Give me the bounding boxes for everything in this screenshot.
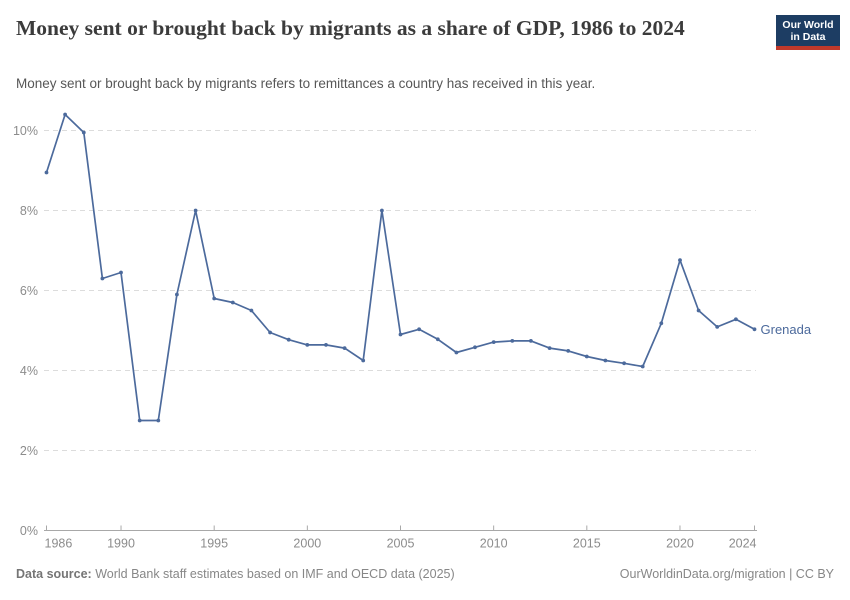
x-tick-label: 1990 <box>107 537 135 551</box>
data-point <box>342 346 347 350</box>
data-point <box>324 343 328 347</box>
data-point <box>547 346 552 350</box>
data-point <box>417 327 421 332</box>
data-point <box>175 292 179 297</box>
owid-logo-line2: in Data <box>790 30 826 43</box>
data-point <box>584 354 589 359</box>
y-tick-label: 8% <box>20 204 38 218</box>
data-point <box>119 270 123 275</box>
owid-logo[interactable]: Our World in Data <box>776 15 840 50</box>
chart-subtitle: Money sent or brought back by migrants r… <box>16 76 596 91</box>
data-source-note: Data source: World Bank staff estimates … <box>16 567 455 581</box>
data-point <box>230 300 235 305</box>
data-point <box>249 308 254 313</box>
data-point <box>398 332 403 337</box>
data-point <box>286 337 291 342</box>
data-point <box>696 308 701 313</box>
data-point <box>659 321 664 326</box>
data-point <box>622 361 626 366</box>
data-point <box>193 208 198 213</box>
data-point <box>715 325 720 329</box>
y-tick-label: 4% <box>20 364 38 378</box>
x-tick-label: 1986 <box>45 537 73 551</box>
x-tick-label: 2010 <box>480 537 508 551</box>
owid-logo-line1: Our World <box>782 18 834 31</box>
y-tick-label: 10% <box>13 124 38 138</box>
data-point <box>268 330 272 335</box>
data-point <box>156 418 161 423</box>
data-point <box>63 112 67 117</box>
data-source-label: Data source: <box>16 567 92 581</box>
data-point <box>752 327 757 332</box>
data-point <box>361 358 366 363</box>
data-point <box>734 317 738 322</box>
data-point <box>81 130 86 135</box>
data-point <box>44 170 49 175</box>
x-tick-label: 2024 <box>729 537 757 551</box>
data-point <box>640 364 645 369</box>
data-point <box>454 350 459 355</box>
data-point <box>212 296 217 301</box>
entity-label[interactable]: Grenada <box>761 322 812 337</box>
data-point <box>510 339 515 343</box>
x-tick-label: 2020 <box>666 537 694 551</box>
data-point <box>435 337 440 342</box>
data-point <box>491 340 496 344</box>
y-tick-label: 2% <box>20 444 38 458</box>
y-tick-label: 0% <box>20 524 38 538</box>
data-point <box>380 208 384 213</box>
chart-title: Money sent or brought back by migrants a… <box>16 16 685 40</box>
owid-citation-link[interactable]: OurWorldinData.org/migration | CC BY <box>619 567 834 581</box>
data-point <box>100 276 105 281</box>
data-point <box>529 339 533 343</box>
data-point <box>603 358 608 363</box>
x-tick-label: 2000 <box>293 537 321 551</box>
data-source-text: World Bank staff estimates based on IMF … <box>91 567 455 581</box>
series-line <box>45 113 756 422</box>
x-tick-label: 2005 <box>387 537 415 551</box>
data-point <box>473 345 477 350</box>
data-point <box>305 343 310 347</box>
y-tick-label: 6% <box>20 284 38 298</box>
data-point <box>137 418 142 423</box>
data-point <box>566 349 571 353</box>
chart-footer: Data source: World Bank staff estimates … <box>16 567 834 581</box>
data-point <box>678 258 682 262</box>
x-tick-label: 1995 <box>200 537 228 551</box>
x-tick-label: 2015 <box>573 537 601 551</box>
